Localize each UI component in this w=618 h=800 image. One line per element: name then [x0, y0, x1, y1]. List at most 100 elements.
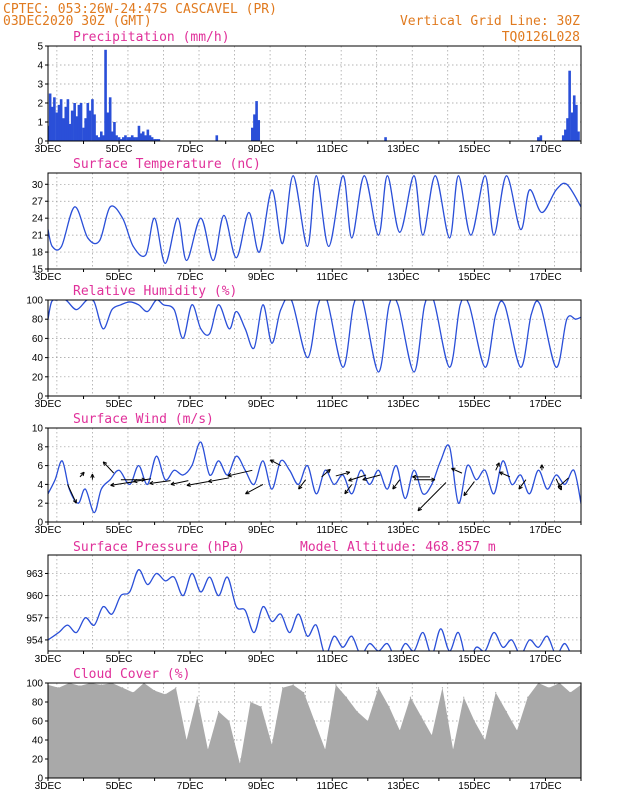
- series-point: [102, 328, 104, 330]
- y-tick-label: 0: [37, 774, 43, 785]
- cloud-cover-point: [324, 748, 326, 751]
- precip-bar: [575, 104, 578, 141]
- wind-vector-head: [72, 499, 77, 504]
- cloud-cover-point: [484, 739, 486, 741]
- series-point: [333, 635, 335, 637]
- cloud-cover-point: [569, 691, 571, 694]
- series-point: [404, 643, 406, 645]
- y-tick-label: 3: [37, 80, 43, 91]
- wind-vector-head: [557, 483, 563, 488]
- series-point: [235, 311, 237, 313]
- y-tick-label: 6: [37, 461, 43, 472]
- series-point: [244, 609, 246, 611]
- wind-vector: [298, 479, 307, 490]
- x-tick-label: 11DEC: [317, 272, 349, 283]
- wind-vector: [557, 477, 569, 488]
- series-point: [315, 175, 317, 177]
- series-point: [449, 366, 451, 368]
- series-point: [262, 460, 264, 462]
- precip-bar: [95, 135, 98, 141]
- x-tick-label: 17DEC: [529, 525, 561, 536]
- x-tick-label: 15DEC: [458, 781, 490, 792]
- panel-title: Relative Humidity (%): [73, 284, 237, 299]
- precip-bar: [155, 139, 159, 141]
- wind-vector: [227, 469, 253, 477]
- x-tick-label: 5DEC: [106, 144, 133, 155]
- series-point: [315, 624, 317, 626]
- x-tick-label: 7DEC: [177, 654, 204, 665]
- wind-vector-head: [348, 477, 353, 482]
- grid: [48, 428, 581, 522]
- series-point: [537, 646, 539, 648]
- cloud-cover-point: [281, 687, 284, 689]
- series-point: [212, 260, 214, 262]
- wind-vector-head: [499, 471, 504, 476]
- precip-bar: [122, 137, 125, 141]
- series-point: [377, 469, 379, 471]
- series-point: [528, 639, 530, 641]
- series-point: [422, 234, 424, 236]
- x-tick-label: 17DEC: [529, 399, 561, 410]
- grid: [48, 555, 581, 651]
- x-tick-label: 13DEC: [387, 781, 419, 792]
- panel-subtitle: Model Altitude: 468.857 m: [300, 540, 496, 555]
- series-point: [475, 479, 477, 481]
- wind-vector: [186, 481, 208, 486]
- series-point: [132, 245, 134, 247]
- precip-bar: [97, 137, 101, 141]
- series-point: [511, 483, 513, 485]
- run-datetime: 03DEC2020 30Z (GMT): [3, 14, 152, 29]
- cloud-cover-point: [463, 696, 465, 698]
- series-point: [93, 624, 95, 626]
- series-point: [248, 212, 250, 214]
- precip-bar: [566, 118, 569, 141]
- series-point: [495, 313, 497, 315]
- series-point: [528, 189, 530, 191]
- y-tick-label: 957: [26, 613, 43, 624]
- series-point: [164, 580, 166, 582]
- series-point: [75, 309, 77, 311]
- y-tick-label: 10: [32, 424, 44, 435]
- series-point: [177, 217, 179, 219]
- cloud-cover-point: [495, 691, 497, 694]
- series-point: [200, 591, 202, 593]
- y-tick-label: 0: [37, 392, 43, 403]
- series-point: [298, 613, 300, 615]
- series-point: [459, 304, 461, 306]
- cloud-cover-point: [164, 693, 166, 696]
- precip-bar: [255, 101, 258, 141]
- series-point: [84, 488, 86, 490]
- series-point: [258, 251, 260, 253]
- plot-frame: [47, 45, 582, 142]
- cloud-cover-point: [58, 687, 60, 689]
- y-tick-label: 27: [32, 197, 44, 208]
- wind-vector-head: [345, 470, 351, 476]
- wind-vector-head: [133, 478, 138, 484]
- x-tick-label: 17DEC: [529, 272, 561, 283]
- series-point: [61, 245, 63, 247]
- precip-bar: [88, 110, 92, 141]
- cloud-cover-point: [431, 734, 433, 736]
- cloud-cover-point: [100, 684, 102, 686]
- series-point: [271, 189, 273, 191]
- series: [48, 441, 581, 514]
- precip-bar: [64, 106, 68, 141]
- y-tick-label: 40: [32, 736, 44, 747]
- precip-bar: [113, 122, 116, 141]
- wind-vector-head: [149, 480, 154, 486]
- series-point: [235, 606, 237, 608]
- series-point: [351, 493, 353, 495]
- x-tick-label: 15DEC: [458, 399, 490, 410]
- series-point: [282, 243, 284, 245]
- series-point: [386, 643, 388, 645]
- y-tick-label: 960: [26, 591, 43, 602]
- series-point: [342, 366, 344, 368]
- cloud-cover-point: [505, 710, 507, 713]
- precip-bar: [564, 129, 567, 141]
- series-point: [75, 632, 77, 634]
- series-point: [182, 337, 184, 339]
- y-tick-label: 963: [26, 569, 43, 580]
- series-point: [244, 469, 246, 471]
- cloud-cover-point: [399, 729, 401, 732]
